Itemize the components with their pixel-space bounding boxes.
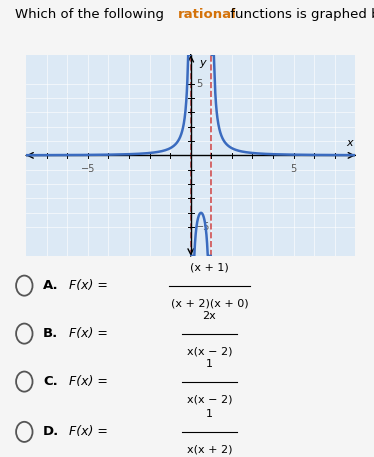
Text: D.: D. [43,425,59,438]
Text: functions is graphed below?: functions is graphed below? [226,8,374,21]
Text: F(x) =: F(x) = [69,279,108,292]
Text: F(x) =: F(x) = [69,327,108,340]
Text: F(x) =: F(x) = [69,375,108,388]
Text: −5: −5 [196,222,210,232]
Text: rational: rational [178,8,236,21]
Text: x(x − 2): x(x − 2) [187,346,232,356]
Text: y: y [199,58,206,68]
Text: 5: 5 [196,79,202,89]
Text: x: x [346,138,352,148]
Text: B.: B. [43,327,58,340]
Text: 5: 5 [291,164,297,174]
Text: (x + 1): (x + 1) [190,263,229,273]
Text: x(x + 2): x(x + 2) [187,445,232,455]
Text: (x + 2)(x + 0): (x + 2)(x + 0) [171,298,248,308]
Text: 2x: 2x [203,311,216,321]
Text: 1: 1 [206,359,213,369]
Text: Which of the following: Which of the following [15,8,168,21]
Text: 1: 1 [206,409,213,419]
Text: F(x) =: F(x) = [69,425,108,438]
Text: x(x − 2): x(x − 2) [187,394,232,404]
Text: A.: A. [43,279,59,292]
Text: −5: −5 [81,164,95,174]
Text: C.: C. [43,375,58,388]
